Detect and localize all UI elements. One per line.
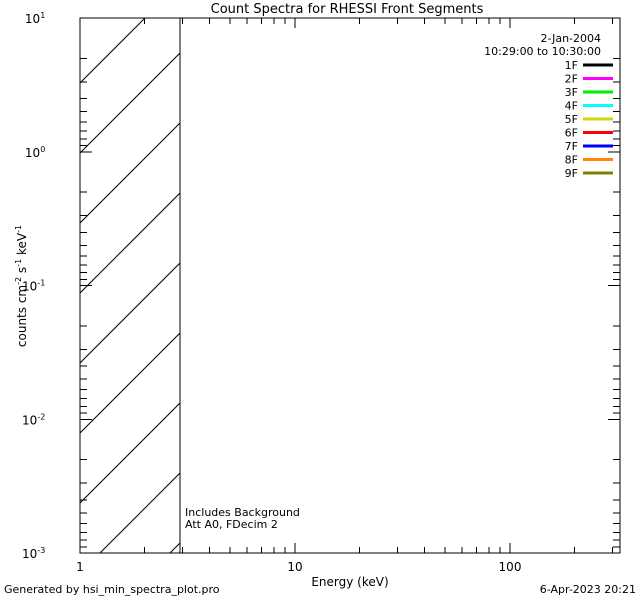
x-axis-minor-ticks [144,18,614,553]
y-axis-title-sup3: -1 [14,225,23,233]
y-axis-title-mid1: s [15,267,29,277]
y-axis-minor-ticks [80,57,620,548]
svg-text:10-3: 10-3 [0,542,72,561]
y-axis-title-mid2: keV [15,232,29,259]
legend: 1F 2F 3F 4F 5F 6F [565,59,613,180]
legend-item-2f[interactable]: 2F [565,73,613,86]
legend-label-1f: 1F [565,59,578,72]
svg-text:101: 101 [0,7,72,26]
x-tick-label-100: 100 [499,560,522,574]
legend-item-5f[interactable]: 5F [565,113,613,126]
y-tick-exponent-1em3: -3 [37,546,45,555]
y-axis-major-ticks [80,17,620,554]
y-tick-exponent-1em2: -2 [37,412,45,421]
legend-item-1f[interactable]: 1F [565,59,613,72]
footer-generator: Generated by hsi_min_spectra_plot.pro [4,583,220,596]
legend-item-6f[interactable]: 6F [565,127,613,140]
observation-date: 2-Jan-2004 [541,32,602,45]
y-tick-exponent-1e0: 0 [40,145,45,154]
legend-label-7f: 7F [565,140,578,153]
observation-time-range: 10:29:00 to 10:30:00 [484,45,601,58]
y-tick-mantissa-1em2: 10 [22,413,37,427]
legend-item-8f[interactable]: 8F [565,154,613,167]
legend-label-5f: 5F [565,113,578,126]
excluded-band-hatch [80,18,180,553]
x-tick-label-10: 10 [287,560,302,574]
svg-text:10-1: 10-1 [0,275,72,294]
legend-label-9f: 9F [565,167,578,180]
y-tick-mantissa-1e1: 10 [25,12,40,26]
x-axis-major-ticks [79,18,511,553]
y-tick-mantissa-1em3: 10 [22,547,37,561]
svg-text:100: 100 [0,141,72,160]
legend-item-7f[interactable]: 7F [565,140,613,153]
legend-item-9f[interactable]: 9F [565,167,613,180]
y-tick-exponent-1em1: -1 [37,279,45,288]
y-axis-title-sup2: -1 [14,259,23,267]
y-tick-mantissa-1em1: 10 [22,280,37,294]
x-tick-label-1: 1 [76,560,84,574]
y-axis-title-main: counts cm [15,285,29,347]
x-axis-title: Energy (keV) [311,575,388,589]
legend-label-4f: 4F [565,100,578,113]
y-tick-mantissa-1e0: 10 [25,146,40,160]
legend-item-4f[interactable]: 4F [565,100,613,113]
legend-label-3f: 3F [565,86,578,99]
legend-item-3f[interactable]: 3F [565,86,613,99]
legend-label-6f: 6F [565,127,578,140]
legend-label-2f: 2F [565,73,578,86]
legend-label-8f: 8F [565,154,578,167]
annotation-attenuator-state: Att A0, FDecim 2 [185,518,278,531]
y-tick-labels: 101 100 10-1 10-2 10-3 [0,7,72,561]
y-tick-exponent-1e1: 1 [40,11,45,20]
y-axis-title-sup1: -2 [14,277,23,285]
y-axis-title: counts cm-2 s-1 keV-1 [14,225,29,347]
annotation-includes-background: Includes Background [185,506,300,519]
svg-text:10-2: 10-2 [0,408,72,427]
footer-timestamp: 6-Apr-2023 20:21 [540,583,636,596]
page-title: Count Spectra for RHESSI Front Segments [211,2,484,17]
plot-frame [79,17,621,554]
